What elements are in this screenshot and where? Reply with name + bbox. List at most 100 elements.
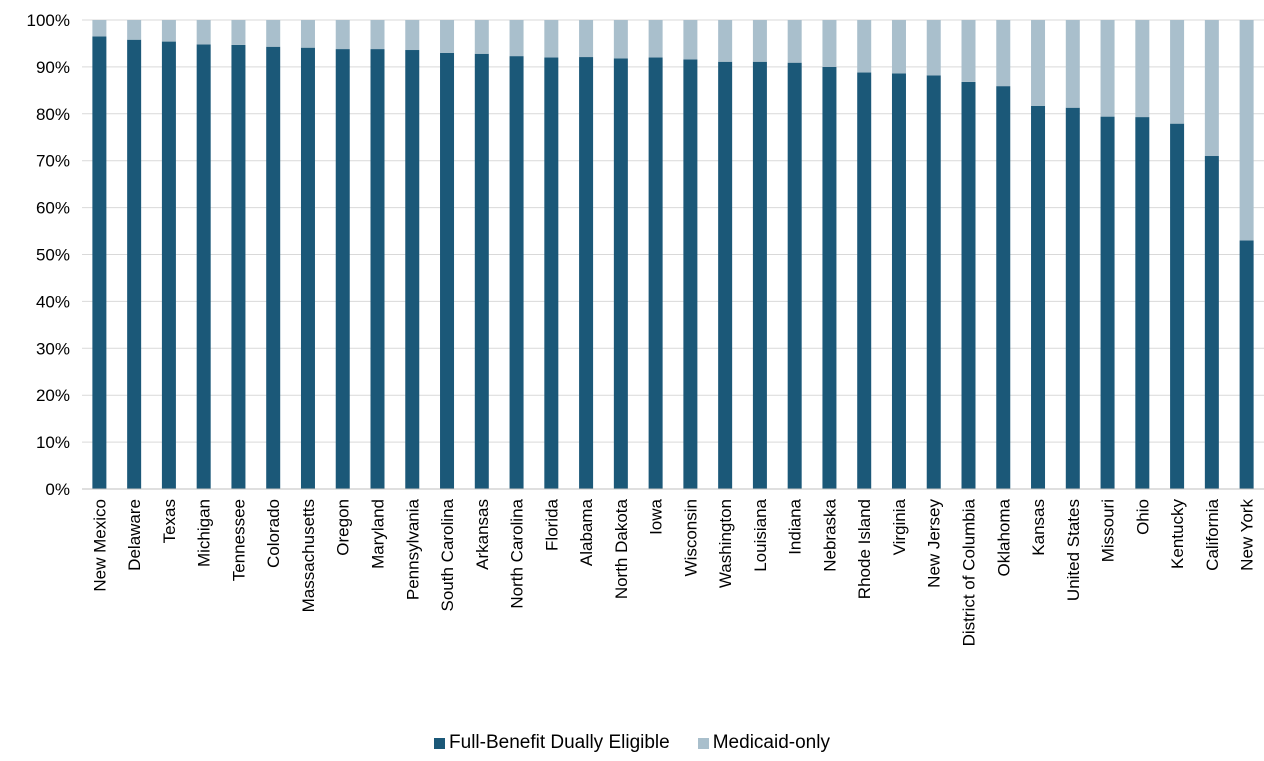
- bar-medicaid-only: [648, 20, 663, 58]
- bar-full-benefit: [961, 81, 976, 490]
- bar-full-benefit: [787, 62, 802, 489]
- y-tick-label: 0%: [45, 480, 70, 499]
- bar-medicaid-only: [300, 20, 315, 48]
- legend: Full-Benefit Dually Eligible Medicaid-on…: [0, 732, 1264, 754]
- bar-full-benefit: [231, 44, 246, 490]
- bar-medicaid-only: [266, 20, 281, 47]
- x-category-label: Iowa: [647, 498, 666, 534]
- bar-medicaid-only: [822, 20, 837, 67]
- x-category-label: Michigan: [195, 499, 214, 567]
- x-category-label: Florida: [542, 498, 561, 551]
- bar-full-benefit: [1170, 123, 1185, 490]
- x-category-label: Kansas: [1029, 499, 1048, 556]
- x-category-label: Texas: [160, 499, 179, 543]
- x-category-label: District of Columbia: [960, 498, 979, 646]
- bar-full-benefit: [891, 73, 906, 489]
- y-tick-label: 100%: [27, 11, 70, 30]
- bar-full-benefit: [648, 57, 663, 490]
- bar-medicaid-only: [996, 20, 1011, 87]
- legend-swatch-medicaid: [697, 737, 709, 749]
- bar-full-benefit: [370, 49, 385, 489]
- x-category-label: New Mexico: [90, 499, 109, 592]
- bar-full-benefit: [440, 52, 455, 490]
- bar-medicaid-only: [231, 20, 246, 45]
- x-category-label: New York: [1238, 499, 1257, 571]
- bar-medicaid-only: [544, 20, 559, 58]
- x-category-label: Indiana: [786, 498, 805, 554]
- bar-full-benefit: [718, 61, 733, 490]
- x-category-label: Louisiana: [751, 498, 770, 571]
- y-tick-label: 60%: [36, 199, 70, 218]
- legend-label-medicaid: Medicaid-only: [712, 732, 830, 753]
- x-category-label: Ohio: [1133, 499, 1152, 535]
- bar-full-benefit: [196, 44, 211, 489]
- x-category-label: Nebraska: [820, 498, 839, 571]
- bar-full-benefit: [613, 58, 628, 489]
- x-category-label: Oregon: [334, 499, 353, 556]
- bar-medicaid-only: [474, 20, 489, 54]
- x-category-label: Arkansas: [473, 499, 492, 570]
- legend-swatch-full: [434, 737, 446, 749]
- bar-full-benefit: [1065, 107, 1080, 489]
- legend-item-full: Full-Benefit Dually Eligible: [434, 732, 670, 754]
- bar-full-benefit: [1100, 116, 1115, 489]
- y-tick-label: 40%: [36, 292, 70, 311]
- bar-medicaid-only: [440, 20, 455, 53]
- bar-full-benefit: [127, 39, 142, 490]
- bar-full-benefit: [335, 49, 350, 489]
- bar-full-benefit: [579, 57, 594, 490]
- bar-medicaid-only: [1100, 20, 1115, 117]
- x-category-label: Rhode Island: [855, 499, 874, 599]
- y-tick-label: 70%: [36, 152, 70, 171]
- y-tick-label: 30%: [36, 339, 70, 358]
- x-category-label: Tennessee: [229, 499, 248, 581]
- bar-medicaid-only: [683, 20, 698, 60]
- bar-full-benefit: [683, 59, 698, 490]
- bar-full-benefit: [1031, 105, 1046, 490]
- bar-medicaid-only: [613, 20, 628, 59]
- bar-medicaid-only: [370, 20, 385, 50]
- bar-medicaid-only: [1065, 20, 1080, 108]
- y-tick-label: 20%: [36, 386, 70, 405]
- bar-medicaid-only: [509, 20, 524, 57]
- x-category-label: Alabama: [577, 498, 596, 566]
- x-category-label: North Carolina: [508, 498, 527, 608]
- x-category-label: Kentucky: [1168, 499, 1187, 569]
- x-category-label: United States: [1064, 499, 1083, 601]
- bar-medicaid-only: [161, 20, 176, 42]
- bar-medicaid-only: [926, 20, 941, 76]
- bar-full-benefit: [92, 36, 107, 489]
- bar-medicaid-only: [891, 20, 906, 74]
- bar-full-benefit: [1239, 240, 1254, 489]
- bar-full-benefit: [926, 75, 941, 489]
- bar-full-benefit: [544, 57, 559, 490]
- bar-medicaid-only: [579, 20, 594, 58]
- y-tick-label: 50%: [36, 246, 70, 265]
- bar-medicaid-only: [335, 20, 350, 50]
- bar-medicaid-only: [1135, 20, 1150, 118]
- bar-full-benefit: [300, 47, 315, 490]
- x-category-label: California: [1203, 498, 1222, 570]
- bar-medicaid-only: [1204, 20, 1219, 157]
- bar-medicaid-only: [1239, 20, 1254, 241]
- y-tick-label: 90%: [36, 58, 70, 77]
- bar-full-benefit: [1204, 156, 1219, 489]
- x-category-label: Colorado: [264, 499, 283, 568]
- bar-full-benefit: [161, 41, 176, 489]
- x-category-label: Maryland: [369, 499, 388, 569]
- x-category-label: Missouri: [1099, 499, 1118, 562]
- bar-full-benefit: [509, 56, 524, 489]
- x-category-label: North Dakota: [612, 498, 631, 599]
- legend-label-full: Full-Benefit Dually Eligible: [449, 732, 670, 753]
- x-category-label: Oklahoma: [994, 498, 1013, 576]
- legend-item-medicaid: Medicaid-only: [697, 732, 830, 754]
- x-category-label: Massachusetts: [299, 499, 318, 612]
- bar-full-benefit: [996, 86, 1011, 489]
- bar-medicaid-only: [718, 20, 733, 62]
- bar-full-benefit: [822, 66, 837, 490]
- x-category-label: Wisconsin: [681, 499, 700, 576]
- bar-full-benefit: [857, 72, 872, 489]
- bar-full-benefit: [752, 61, 767, 490]
- bar-full-benefit: [1135, 117, 1150, 489]
- bar-medicaid-only: [752, 20, 767, 62]
